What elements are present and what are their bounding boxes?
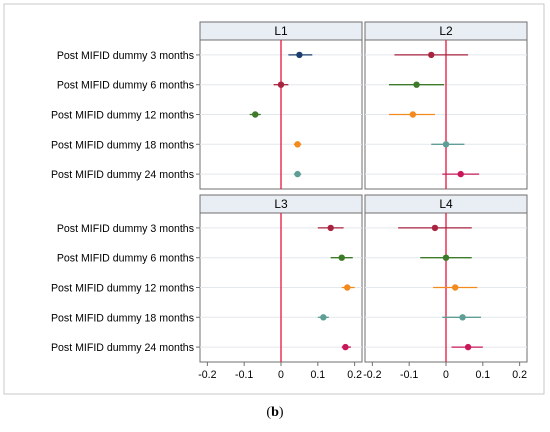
category-label: Post MIFID dummy 24 months bbox=[51, 169, 194, 181]
point-estimate bbox=[409, 111, 417, 118]
category-label: Post MIFID dummy 12 months bbox=[51, 283, 194, 295]
x-tick-label: 0.1 bbox=[475, 369, 490, 381]
point-estimate bbox=[452, 284, 459, 291]
point-estimate bbox=[327, 224, 334, 232]
panel-title: L4 bbox=[439, 197, 453, 211]
point-estimate bbox=[344, 284, 351, 291]
point-estimate bbox=[464, 343, 472, 351]
panel-title: L3 bbox=[274, 197, 288, 211]
figure-caption: (b) bbox=[266, 405, 284, 420]
category-label: Post MIFID dummy 24 months bbox=[51, 342, 194, 354]
category-label: Post MIFID dummy 12 months bbox=[51, 110, 194, 122]
panel-l3: L3 Post MIFID dummy 3 months Post MIFID du… bbox=[51, 194, 363, 381]
x-tick-label: -0.1 bbox=[235, 369, 253, 381]
panel-l4: L4 -0.2 -0.1 0 0.1 0.2 bbox=[363, 194, 528, 381]
panel-l1: L1 Post MIFID dummy 3 months Post MIFID du… bbox=[51, 21, 363, 190]
point-estimate bbox=[320, 314, 327, 321]
x-tick-label: -0.1 bbox=[400, 369, 418, 381]
category-label: Post MIFID dummy 18 months bbox=[51, 139, 194, 151]
point-estimate bbox=[413, 81, 420, 88]
point-estimate bbox=[294, 170, 301, 178]
x-tick-label: -0.2 bbox=[363, 369, 381, 381]
x-tick-label: -0.2 bbox=[198, 369, 216, 381]
figure-frame bbox=[3, 3, 545, 395]
point-estimate bbox=[457, 170, 464, 178]
x-tick-label: 0 bbox=[278, 369, 284, 381]
category-label: Post MIFID dummy 3 months bbox=[57, 50, 194, 62]
point-estimate bbox=[431, 224, 439, 232]
caption-label: b bbox=[271, 405, 279, 420]
point-estimate bbox=[294, 141, 301, 148]
coefficient-plot: L1 Post MIFID dummy 3 months Post MIFID du… bbox=[3, 3, 545, 395]
x-tick-label: 0.1 bbox=[310, 369, 325, 381]
point-estimate bbox=[459, 314, 466, 321]
point-estimate bbox=[342, 343, 349, 351]
category-label: Post MIFID dummy 6 months bbox=[57, 80, 194, 92]
panel-l2: L2 bbox=[364, 21, 528, 190]
x-tick-label: 0.2 bbox=[512, 369, 527, 381]
point-estimate bbox=[252, 111, 259, 118]
x-tick-label: 0.2 bbox=[347, 369, 362, 381]
category-label: Post MIFID dummy 18 months bbox=[51, 312, 194, 324]
x-tick-label: 0 bbox=[443, 369, 449, 381]
point-estimate bbox=[277, 81, 285, 88]
point-estimate bbox=[442, 254, 450, 261]
panel-title: L1 bbox=[274, 24, 288, 38]
category-label: Post MIFID dummy 6 months bbox=[57, 253, 194, 265]
point-estimate bbox=[296, 51, 303, 59]
panel-title: L2 bbox=[439, 24, 453, 38]
category-label: Post MIFID dummy 3 months bbox=[57, 223, 194, 235]
point-estimate bbox=[428, 51, 435, 59]
point-estimate bbox=[338, 254, 345, 261]
point-estimate bbox=[442, 141, 450, 148]
